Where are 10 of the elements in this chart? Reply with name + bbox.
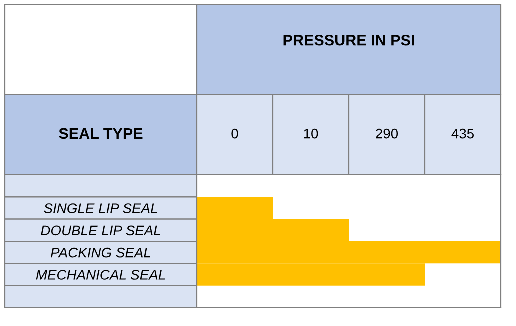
chart-title: PRESSURE IN PSI bbox=[284, 34, 414, 46]
y-tick-label: SINGLE LIP SEAL bbox=[44, 204, 158, 214]
y-axis-title: SEAL TYPE bbox=[59, 128, 143, 140]
text: 290 bbox=[376, 128, 398, 139]
text: 435 bbox=[452, 128, 474, 139]
y-tick-label: PACKING SEAL bbox=[50, 248, 150, 258]
y-tick-label: DOUBLE LIP SEAL bbox=[41, 226, 160, 236]
y-tick-label: MECHANICAL SEAL bbox=[36, 270, 166, 280]
text: 10 bbox=[304, 128, 318, 139]
text: 0 bbox=[232, 128, 238, 139]
